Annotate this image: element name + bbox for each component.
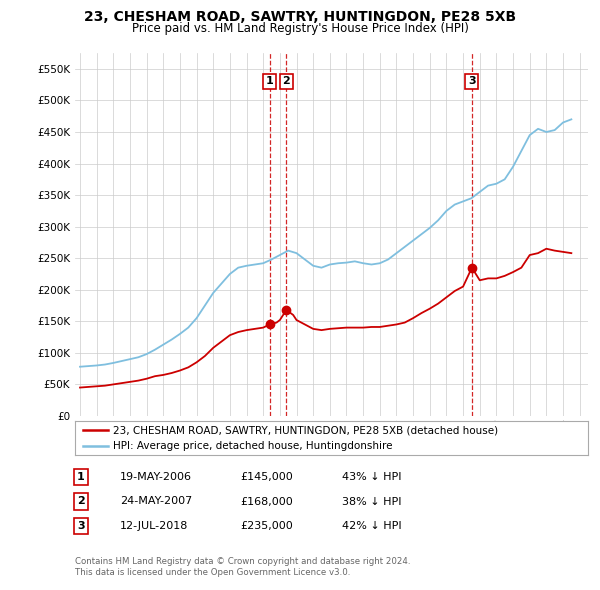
Text: 2: 2 xyxy=(77,497,85,506)
Text: £168,000: £168,000 xyxy=(240,497,293,506)
Text: 2: 2 xyxy=(283,77,290,87)
Text: Price paid vs. HM Land Registry's House Price Index (HPI): Price paid vs. HM Land Registry's House … xyxy=(131,22,469,35)
Text: 42% ↓ HPI: 42% ↓ HPI xyxy=(342,522,401,531)
Text: HPI: Average price, detached house, Huntingdonshire: HPI: Average price, detached house, Hunt… xyxy=(113,441,393,451)
Text: 24-MAY-2007: 24-MAY-2007 xyxy=(120,497,192,506)
Text: 1: 1 xyxy=(77,472,85,481)
Text: £235,000: £235,000 xyxy=(240,522,293,531)
Text: 1: 1 xyxy=(266,77,274,87)
Text: 43% ↓ HPI: 43% ↓ HPI xyxy=(342,472,401,481)
Text: 19-MAY-2006: 19-MAY-2006 xyxy=(120,472,192,481)
Text: Contains HM Land Registry data © Crown copyright and database right 2024.: Contains HM Land Registry data © Crown c… xyxy=(75,558,410,566)
Text: 38% ↓ HPI: 38% ↓ HPI xyxy=(342,497,401,506)
Text: 3: 3 xyxy=(468,77,476,87)
Text: 12-JUL-2018: 12-JUL-2018 xyxy=(120,522,188,531)
Text: £145,000: £145,000 xyxy=(240,472,293,481)
Text: 23, CHESHAM ROAD, SAWTRY, HUNTINGDON, PE28 5XB (detached house): 23, CHESHAM ROAD, SAWTRY, HUNTINGDON, PE… xyxy=(113,425,499,435)
Text: 23, CHESHAM ROAD, SAWTRY, HUNTINGDON, PE28 5XB: 23, CHESHAM ROAD, SAWTRY, HUNTINGDON, PE… xyxy=(84,10,516,24)
Text: 3: 3 xyxy=(77,522,85,531)
Text: This data is licensed under the Open Government Licence v3.0.: This data is licensed under the Open Gov… xyxy=(75,568,350,577)
